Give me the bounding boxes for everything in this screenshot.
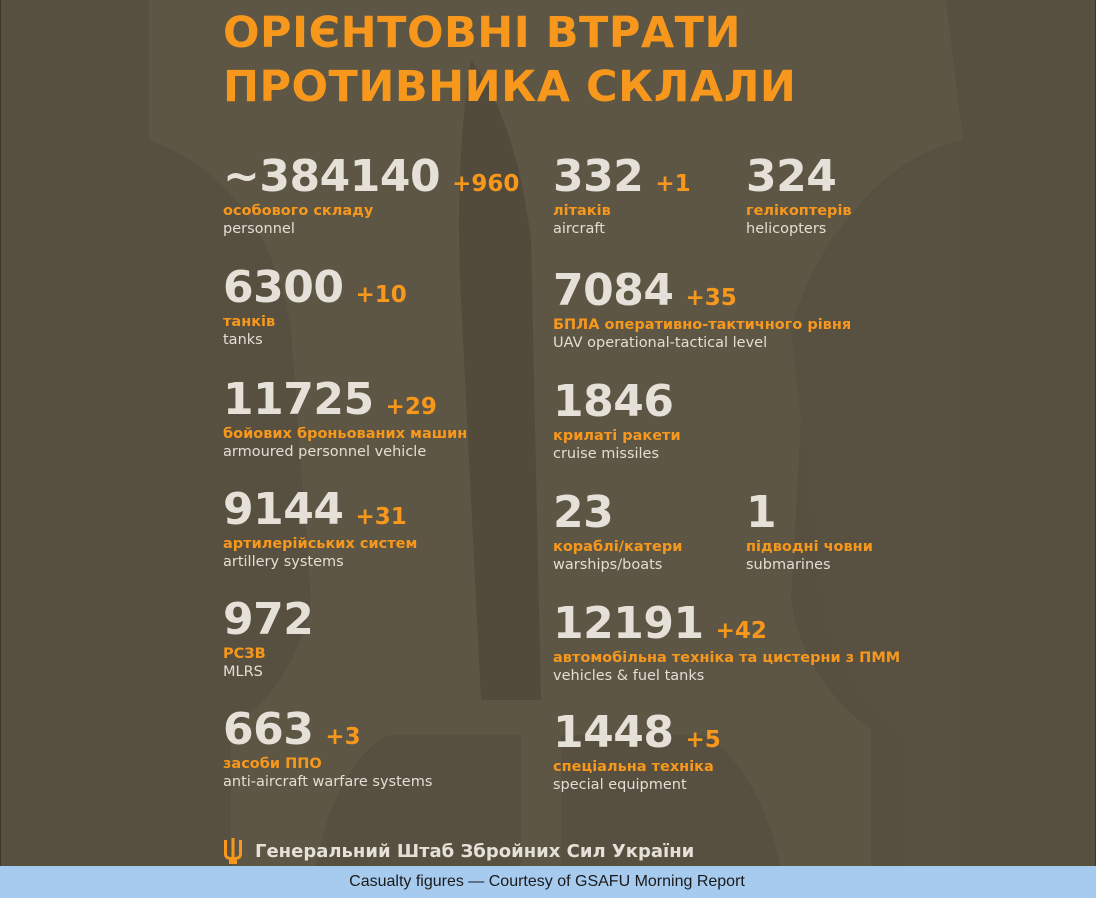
stat-personnel: ~384140 +960 особового складу personnel	[223, 154, 519, 238]
stat-helicopters: 324 гелікоптерів helicopters	[746, 154, 852, 238]
stat-label-ua: БПЛА оперативно-тактичного рівня	[553, 317, 852, 333]
stat-submarines: 1 підводні човни submarines	[746, 490, 873, 574]
stat-delta: +1	[655, 171, 691, 197]
stat-value: 23	[553, 487, 614, 538]
stat-armoured-vehicles: 11725 +29 бойових броньованих машин armo…	[223, 377, 467, 461]
trident-icon	[224, 838, 242, 864]
stat-label-ua: гелікоптерів	[746, 203, 852, 219]
stat-label-en: special equipment	[553, 777, 687, 793]
stat-uav: 7084 +35 БПЛА оперативно-тактичного рівн…	[553, 268, 851, 352]
stat-value: 6300	[223, 262, 344, 313]
stat-delta: +29	[385, 394, 437, 420]
stat-label-ua: крилаті ракети	[553, 428, 681, 444]
stat-warships: 23 кораблі/катери warships/boats	[553, 490, 682, 574]
stat-value: 12191	[553, 598, 704, 649]
stat-label-en: vehicles & fuel tanks	[553, 668, 705, 684]
stat-label-ua: артилерійських систем	[223, 536, 418, 552]
stat-label-ua: засоби ППО	[223, 756, 322, 772]
stat-label-en: aircraft	[553, 221, 605, 237]
stat-special-equipment: 1448 +5 спеціальна техніка special equip…	[553, 710, 721, 794]
stat-value: 972	[223, 594, 314, 645]
stat-delta: +31	[355, 504, 407, 530]
stat-label-ua: підводні човни	[746, 539, 873, 555]
footer: Генеральний Штаб Збройних Сил України	[223, 838, 694, 864]
stat-delta: +35	[685, 285, 737, 311]
footer-org-name: Генеральний Штаб Збройних Сил України	[255, 840, 695, 862]
page-title: ОРІЄНТОВНІ ВТРАТИ ПРОТИВНИКА СКЛАЛИ	[223, 6, 823, 114]
caption-bar: Casualty figures — Courtesy of GSAFU Mor…	[0, 866, 1096, 898]
stat-label-en: MLRS	[223, 664, 263, 680]
stat-label-ua: літаків	[553, 203, 611, 219]
stat-delta: +960	[452, 171, 520, 197]
stat-label-en: personnel	[223, 221, 295, 237]
stat-label-en: anti-aircraft warfare systems	[223, 774, 433, 790]
stat-delta: +10	[355, 282, 407, 308]
stat-label-ua: спеціальна техніка	[553, 759, 714, 775]
title-line-1: ОРІЄНТОВНІ ВТРАТИ	[223, 8, 741, 58]
stat-delta: +5	[685, 727, 721, 753]
stat-label-ua: особового складу	[223, 203, 374, 219]
stat-artillery: 9144 +31 артилерійських систем artillery…	[223, 487, 417, 571]
stat-value: 663	[223, 704, 314, 755]
stat-vehicles: 12191 +42 автомобільна техніка та цистер…	[553, 601, 900, 685]
stat-delta: +42	[715, 618, 767, 644]
title-line-2: ПРОТИВНИКА СКЛАЛИ	[223, 62, 797, 112]
stat-value: ~384140	[223, 151, 441, 202]
stat-label-en: cruise missiles	[553, 446, 660, 462]
stat-anti-aircraft: 663 +3 засоби ППО anti-aircraft warfare …	[223, 707, 432, 791]
stat-label-ua: танків	[223, 314, 276, 330]
stat-label-ua: кораблі/катери	[553, 539, 683, 555]
infographic-poster: ОРІЄНТОВНІ ВТРАТИ ПРОТИВНИКА СКЛАЛИ ~384…	[0, 0, 1096, 866]
stat-tanks: 6300 +10 танків tanks	[223, 265, 407, 349]
stat-value: 1	[746, 487, 777, 538]
stat-label-en: UAV operational-tactical level	[553, 335, 768, 351]
stat-label-ua: РСЗВ	[223, 646, 266, 662]
stat-label-ua: бойових броньованих машин	[223, 426, 468, 442]
stat-value: 324	[746, 151, 837, 202]
stat-value: 1448	[553, 707, 674, 758]
stat-value: 1846	[553, 376, 674, 427]
stat-aircraft: 332 +1 літаків aircraft	[553, 154, 691, 238]
stat-value: 11725	[223, 374, 374, 425]
stat-label-en: helicopters	[746, 221, 827, 237]
figure-caption: Casualty figures — Courtesy of GSAFU Mor…	[349, 873, 745, 890]
stat-delta: +3	[325, 724, 361, 750]
stat-value: 332	[553, 151, 644, 202]
stat-label-en: submarines	[746, 557, 831, 573]
trident-watermark	[149, 0, 963, 866]
stat-label-ua: автомобільна техніка та цистерни з ПММ	[553, 650, 901, 666]
stat-label-en: tanks	[223, 332, 263, 348]
stat-value: 9144	[223, 484, 344, 535]
stat-label-en: artillery systems	[223, 554, 344, 570]
stat-label-en: armoured personnel vehicle	[223, 444, 427, 460]
stat-cruise-missiles: 1846 крилаті ракети cruise missiles	[553, 379, 681, 463]
stat-value: 7084	[553, 265, 674, 316]
stat-label-en: warships/boats	[553, 557, 663, 573]
stat-mlrs: 972 РСЗВ MLRS	[223, 594, 314, 681]
